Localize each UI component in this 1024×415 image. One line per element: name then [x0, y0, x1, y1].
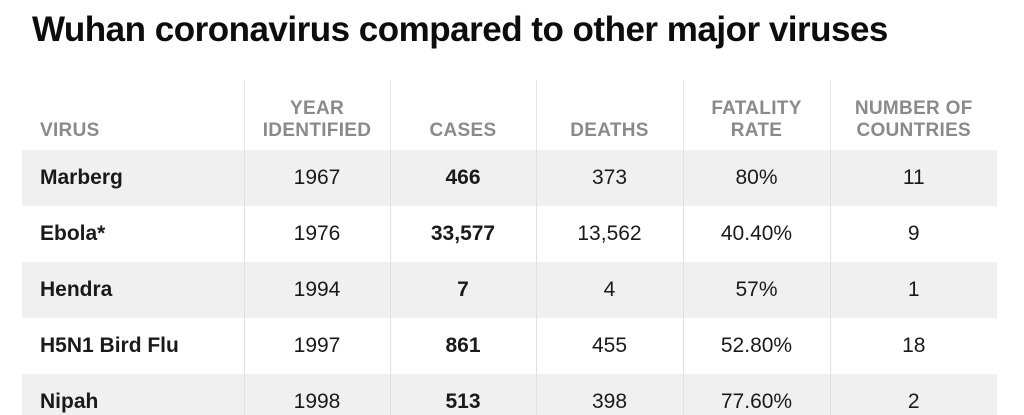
cell-fatality-rate: 40.40% [682, 206, 830, 262]
cell-fatality-rate: 77.60% [682, 374, 830, 415]
table-row: Hendra 1994 7 4 57% 1 [22, 262, 997, 318]
virus-comparison-table: VIRUS YEAR IDENTIFIED CASES DEATHS FATALITY RA… [22, 80, 997, 415]
column-header-cases: CASES [389, 80, 536, 150]
cell-countries: 18 [829, 318, 997, 374]
cell-fatality-rate: 57% [682, 262, 830, 318]
column-header-line: DEATHS [570, 120, 649, 141]
cell-virus: Nipah [22, 374, 244, 415]
cell-year: 1998 [243, 374, 390, 415]
cell-virus: H5N1 Bird Flu [22, 318, 244, 374]
cell-countries: 2 [829, 374, 997, 415]
cell-year: 1976 [243, 206, 390, 262]
cell-deaths: 455 [535, 318, 683, 374]
column-header-line: IDENTIFIED [262, 120, 372, 141]
table-header-row: VIRUS YEAR IDENTIFIED CASES DEATHS FATALITY RA… [22, 80, 997, 150]
cell-deaths: 13,562 [535, 206, 683, 262]
table-row: Marberg 1967 466 373 80% 11 [22, 150, 997, 206]
cell-cases: 33,577 [389, 206, 536, 262]
column-header-line: CASES [429, 120, 497, 141]
cell-virus: Ebola* [22, 206, 244, 262]
table-row: H5N1 Bird Flu 1997 861 455 52.80% 18 [22, 318, 997, 374]
page-title: Wuhan coronavirus compared to other majo… [32, 10, 888, 49]
column-header-line: NUMBER OF [854, 98, 973, 119]
column-header-line: VIRUS [40, 120, 100, 141]
column-header-fatality-rate: FATALITY RATE [682, 80, 830, 150]
column-header-line: YEAR [290, 98, 344, 119]
cell-deaths: 4 [535, 262, 683, 318]
cell-countries: 1 [829, 262, 997, 318]
column-header-virus: VIRUS [22, 80, 244, 150]
cell-cases: 466 [389, 150, 536, 206]
cell-fatality-rate: 80% [682, 150, 830, 206]
cell-deaths: 373 [535, 150, 683, 206]
cell-cases: 861 [389, 318, 536, 374]
column-header-year: YEAR IDENTIFIED [243, 80, 390, 150]
cell-cases: 7 [389, 262, 536, 318]
cell-year: 1967 [243, 150, 390, 206]
cell-year: 1997 [243, 318, 390, 374]
table-row: Nipah 1998 513 398 77.60% 2 [22, 374, 997, 415]
column-header-line: FATALITY [711, 98, 802, 119]
cell-countries: 11 [829, 150, 997, 206]
cell-countries: 9 [829, 206, 997, 262]
table-body: Marberg 1967 466 373 80% 11 Ebola* 1976 33,577 13… [22, 150, 997, 415]
cell-year: 1994 [243, 262, 390, 318]
cell-deaths: 398 [535, 374, 683, 415]
column-header-deaths: DEATHS [535, 80, 683, 150]
cell-fatality-rate: 52.80% [682, 318, 830, 374]
column-header-countries: NUMBER OF COUNTRIES [829, 80, 997, 150]
cell-virus: Hendra [22, 262, 244, 318]
column-header-line: RATE [730, 120, 783, 141]
cell-virus: Marberg [22, 150, 244, 206]
table-row: Ebola* 1976 33,577 13,562 40.40% 9 [22, 206, 997, 262]
column-header-line: COUNTRIES [856, 120, 972, 141]
cell-cases: 513 [389, 374, 536, 415]
